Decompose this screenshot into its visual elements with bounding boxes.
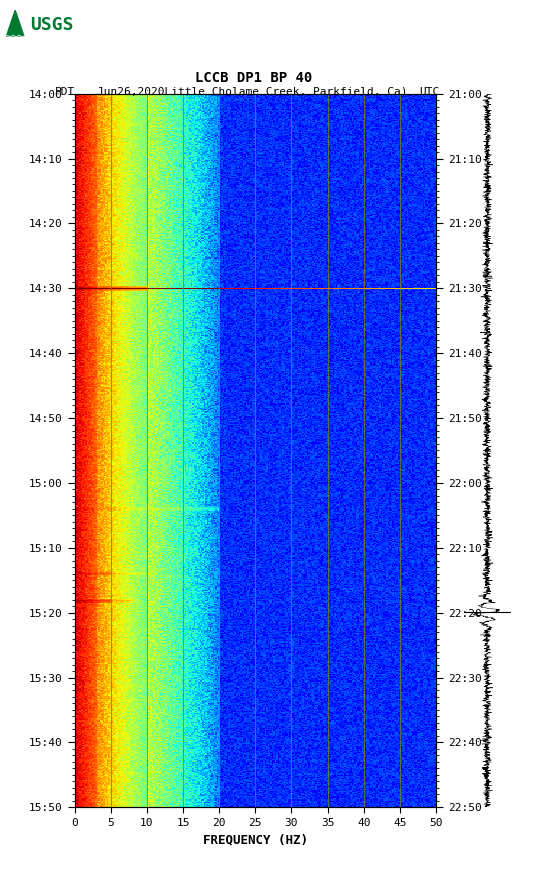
Text: LCCB DP1 BP 40: LCCB DP1 BP 40 <box>195 71 312 86</box>
Text: UTC: UTC <box>420 87 440 97</box>
Text: PDT: PDT <box>55 87 76 97</box>
Text: Jun26,2020Little Cholame Creek, Parkfield, Ca): Jun26,2020Little Cholame Creek, Parkfiel… <box>97 87 407 97</box>
X-axis label: FREQUENCY (HZ): FREQUENCY (HZ) <box>203 833 308 847</box>
Text: USGS: USGS <box>30 16 74 34</box>
Polygon shape <box>7 11 24 36</box>
